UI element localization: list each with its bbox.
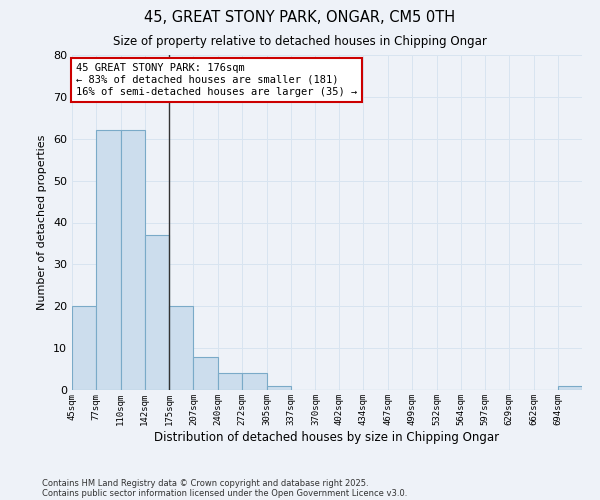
Bar [193,356,218,390]
Y-axis label: Number of detached properties: Number of detached properties [37,135,47,310]
Text: 45 GREAT STONY PARK: 176sqm
← 83% of detached houses are smaller (181)
16% of se: 45 GREAT STONY PARK: 176sqm ← 83% of det… [76,64,357,96]
Bar [145,235,169,390]
Text: 45, GREAT STONY PARK, ONGAR, CM5 0TH: 45, GREAT STONY PARK, ONGAR, CM5 0TH [145,10,455,25]
Text: Contains public sector information licensed under the Open Government Licence v3: Contains public sector information licen… [42,488,407,498]
Bar [169,306,193,390]
Bar [267,386,290,390]
Bar [96,130,121,390]
Text: Contains HM Land Registry data © Crown copyright and database right 2025.: Contains HM Land Registry data © Crown c… [42,478,368,488]
Bar [242,373,267,390]
Bar [558,386,582,390]
Bar [121,130,145,390]
Bar [218,373,242,390]
Text: Size of property relative to detached houses in Chipping Ongar: Size of property relative to detached ho… [113,35,487,48]
X-axis label: Distribution of detached houses by size in Chipping Ongar: Distribution of detached houses by size … [154,430,500,444]
Bar [72,306,96,390]
